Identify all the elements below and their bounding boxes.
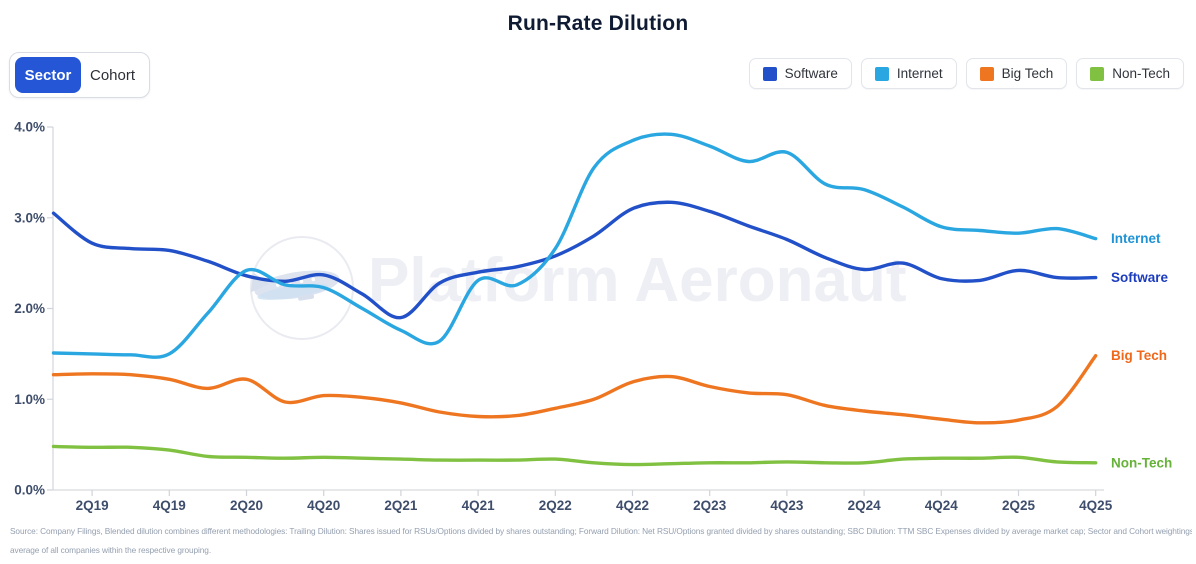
internet-swatch-icon [874, 66, 889, 81]
x-tick-label: 2Q21 [384, 498, 418, 513]
y-tick-label: 1.0% [14, 392, 45, 407]
footnote-line-2: average of all companies within the resp… [10, 545, 212, 555]
x-tick-label: 4Q19 [153, 498, 186, 513]
software-swatch-icon [762, 66, 777, 81]
series-line-software [51, 200, 1098, 320]
source-footnote: Source: Company Filings, Blended dilutio… [10, 522, 1192, 560]
x-tick-label: 4Q20 [307, 498, 340, 513]
y-tick-label: 0.0% [14, 483, 45, 498]
legend-label: Software [784, 66, 838, 81]
legend-item-nontech[interactable]: Non-Tech [1076, 58, 1184, 89]
blimp-logo-icon [250, 270, 340, 301]
legend-label: Internet [896, 66, 943, 81]
toggle-cohort-label: Cohort [89, 66, 136, 84]
x-tick-label: 2Q22 [539, 498, 572, 513]
x-tick-label: 2Q20 [230, 498, 263, 513]
x-tick-label: 4Q24 [925, 498, 959, 513]
series-end-label-big-tech: Big Tech [1111, 348, 1167, 363]
series-end-label-software: Software [1111, 270, 1169, 285]
series-line-big-tech [51, 354, 1098, 425]
bigtech-swatch-icon [979, 66, 994, 81]
series-end-label-internet: Internet [1111, 231, 1161, 246]
watermark-text: Platform Aeronaut [368, 246, 907, 315]
x-tick-label: 4Q25 [1079, 498, 1113, 513]
legend-item-bigtech[interactable]: Big Tech [965, 58, 1068, 89]
page-title: Run-Rate Dilution [507, 12, 689, 35]
legend: Software Internet Big Tech Non-Tech [748, 58, 1184, 89]
watermark: Platform Aeronaut [250, 236, 907, 340]
toggle-sector-label: Sector [24, 66, 72, 84]
x-tick-label: 2Q24 [848, 498, 882, 513]
legend-item-software[interactable]: Software [748, 58, 852, 89]
footnote-line-1: Source: Company Filings, Blended dilutio… [10, 526, 1192, 536]
y-tick-label: 2.0% [14, 301, 45, 316]
dilution-line-chart: Platform Aeronaut 0.0% 1.0% 2.0% 3.0% 4.0% 2Q1… [14, 120, 1172, 514]
x-tick-label: 2Q19 [76, 498, 109, 513]
legend-item-internet[interactable]: Internet [860, 58, 957, 89]
series-line-internet [51, 132, 1098, 359]
x-tick-label: 4Q22 [616, 498, 649, 513]
view-toggle: Sector Cohort [9, 52, 150, 98]
x-tick-label: 2Q25 [1002, 498, 1036, 513]
series-line-non-tech [51, 444, 1098, 467]
x-tick-label: 4Q23 [770, 498, 804, 513]
nontech-swatch-icon [1090, 66, 1105, 81]
chart-area: Platform Aeronaut 0.0% 1.0% 2.0% 3.0% 4.0% 2Q1… [0, 108, 1196, 520]
series-end-label-non-tech: Non-Tech [1111, 455, 1172, 470]
legend-label: Big Tech [1001, 66, 1054, 81]
legend-label: Non-Tech [1112, 66, 1170, 81]
y-tick-label: 3.0% [14, 210, 45, 225]
toggle-cohort-button[interactable]: Cohort [81, 57, 144, 93]
axes: 0.0% 1.0% 2.0% 3.0% 4.0% 2Q19 4Q19 2Q20 4Q20 2Q21… [14, 120, 1112, 514]
y-tick-label: 4.0% [14, 120, 45, 135]
x-tick-label: 2Q23 [693, 498, 727, 513]
toggle-sector-button[interactable]: Sector [15, 57, 81, 93]
x-tick-label: 4Q21 [462, 498, 496, 513]
